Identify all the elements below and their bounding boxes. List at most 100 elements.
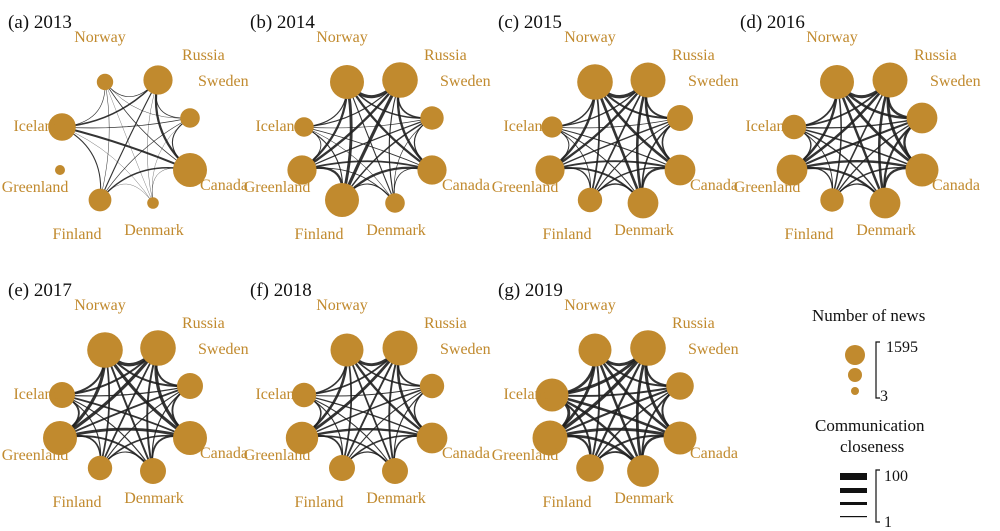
- node-russia: [143, 65, 173, 95]
- node-canada: [173, 153, 207, 187]
- label-denmark: Denmark: [366, 490, 426, 507]
- node-norway: [820, 65, 854, 99]
- label-finland: Finland: [785, 226, 834, 243]
- node-greenland: [287, 155, 317, 185]
- node-iceland: [48, 113, 76, 141]
- legend-edge-thin: [840, 502, 867, 505]
- node-russia: [140, 330, 176, 366]
- node-finland: [88, 188, 112, 212]
- node-sweden: [667, 105, 693, 131]
- edges: [301, 347, 433, 472]
- edges: [61, 79, 191, 204]
- node-canada: [905, 153, 939, 187]
- legend-node-small: [851, 387, 859, 395]
- label-greenland: Greenland: [2, 447, 69, 464]
- label-finland: Finland: [53, 494, 102, 511]
- label-russia: Russia: [672, 315, 715, 332]
- node-greenland: [532, 420, 568, 456]
- label-sweden: Sweden: [930, 73, 981, 90]
- label-iceland: Iceland: [503, 386, 550, 403]
- label-norway: Norway: [806, 29, 858, 46]
- label-finland: Finland: [295, 494, 344, 511]
- label-russia: Russia: [672, 47, 715, 64]
- label-canada: Canada: [200, 445, 248, 462]
- node-russia: [630, 62, 666, 98]
- legend-node-large: [845, 345, 865, 365]
- edge-sweden-finland: [341, 385, 433, 469]
- node-canada: [663, 421, 697, 455]
- node-norway: [330, 65, 364, 99]
- node-greenland: [43, 421, 77, 455]
- legend-closeness-max: 100: [884, 468, 908, 485]
- node-finland: [87, 455, 113, 481]
- label-greenland: Greenland: [492, 179, 559, 196]
- label-sweden: Sweden: [688, 341, 739, 358]
- label-norway: Norway: [564, 29, 616, 46]
- edge-sweden-iceland: [61, 385, 191, 397]
- node-sweden: [177, 373, 203, 399]
- node-finland: [576, 454, 604, 482]
- edge-sweden-finland: [589, 117, 681, 201]
- node-finland: [820, 188, 844, 212]
- node-canada: [416, 422, 448, 454]
- label-sweden: Sweden: [440, 73, 491, 90]
- node-canada: [417, 155, 447, 185]
- edges: [549, 78, 681, 204]
- label-sweden: Sweden: [198, 341, 249, 358]
- edge-sweden-iceland: [61, 117, 191, 129]
- legend-news-min: 3: [880, 388, 888, 405]
- label-greenland: Greenland: [492, 447, 559, 464]
- node-norway: [96, 73, 114, 91]
- panel-title: (g) 2019: [498, 280, 563, 301]
- panel-title: (e) 2017: [8, 280, 72, 301]
- node-sweden: [180, 108, 200, 128]
- label-finland: Finland: [543, 494, 592, 511]
- node-russia: [382, 330, 418, 366]
- label-canada: Canada: [690, 445, 738, 462]
- label-russia: Russia: [182, 315, 225, 332]
- node-greenland: [776, 154, 808, 186]
- node-russia: [630, 330, 666, 366]
- label-norway: Norway: [316, 29, 368, 46]
- panel-title: (f) 2018: [250, 280, 312, 301]
- node-norway: [578, 333, 612, 367]
- node-denmark: [147, 197, 159, 209]
- panel-title: (b) 2014: [250, 12, 315, 33]
- edges: [549, 346, 681, 472]
- node-denmark: [382, 458, 408, 484]
- label-iceland: Iceland: [503, 118, 550, 135]
- node-greenland: [55, 165, 65, 175]
- node-russia: [872, 62, 908, 98]
- legend-news-bracket: [875, 341, 880, 399]
- node-russia: [382, 62, 418, 98]
- node-denmark: [627, 187, 659, 219]
- edge-russia-finland: [99, 79, 159, 201]
- label-canada: Canada: [442, 445, 490, 462]
- label-russia: Russia: [424, 47, 467, 64]
- edge-sweden-iceland: [303, 385, 433, 397]
- node-sweden: [906, 102, 938, 134]
- node-finland: [325, 183, 359, 217]
- label-sweden: Sweden: [198, 73, 249, 90]
- label-denmark: Denmark: [856, 222, 916, 239]
- label-norway: Norway: [74, 297, 126, 314]
- node-denmark: [869, 187, 901, 219]
- edge-norway-denmark: [104, 81, 154, 204]
- node-greenland: [535, 155, 565, 185]
- label-denmark: Denmark: [614, 222, 674, 239]
- label-denmark: Denmark: [366, 222, 426, 239]
- legend-node-medium: [848, 368, 862, 382]
- node-norway: [87, 332, 123, 368]
- legend-closeness-title-1: Communication: [815, 416, 925, 435]
- edges: [791, 78, 923, 204]
- label-norway: Norway: [316, 297, 368, 314]
- label-greenland: Greenland: [244, 447, 311, 464]
- node-iceland: [541, 116, 563, 138]
- label-canada: Canada: [932, 177, 980, 194]
